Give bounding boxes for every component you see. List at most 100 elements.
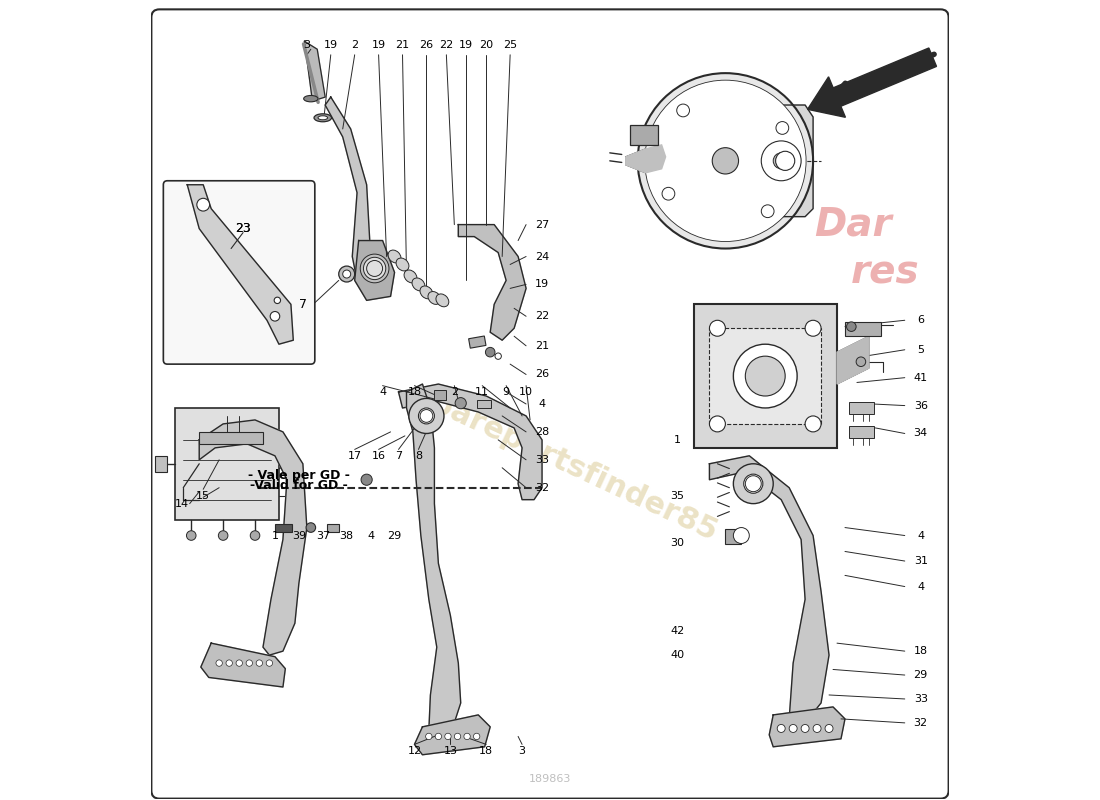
Ellipse shape <box>388 250 401 263</box>
Circle shape <box>805 320 821 336</box>
Polygon shape <box>407 384 461 739</box>
Text: 15: 15 <box>196 490 210 501</box>
Circle shape <box>250 530 260 540</box>
Text: 25: 25 <box>503 40 517 50</box>
Text: 32: 32 <box>535 482 549 493</box>
Polygon shape <box>354 241 395 300</box>
Ellipse shape <box>304 95 318 102</box>
Circle shape <box>366 261 383 277</box>
Circle shape <box>744 474 763 494</box>
Ellipse shape <box>404 270 417 283</box>
Polygon shape <box>398 384 542 500</box>
Text: 31: 31 <box>914 556 927 566</box>
Text: 19: 19 <box>372 40 386 50</box>
Text: 40: 40 <box>671 650 684 660</box>
Text: 4: 4 <box>917 582 924 591</box>
Bar <box>327 523 339 531</box>
Text: - Vale per GD -: - Vale per GD - <box>248 470 350 482</box>
Polygon shape <box>201 643 285 687</box>
Polygon shape <box>769 707 845 746</box>
Text: 4: 4 <box>379 387 386 397</box>
Text: 4: 4 <box>539 399 546 409</box>
Circle shape <box>801 725 810 733</box>
Text: 17: 17 <box>348 451 362 461</box>
Circle shape <box>734 344 798 408</box>
Circle shape <box>361 254 389 283</box>
Text: 6: 6 <box>917 315 924 326</box>
Circle shape <box>825 725 833 733</box>
Circle shape <box>776 122 789 134</box>
Text: 1: 1 <box>272 530 278 541</box>
Circle shape <box>712 148 738 174</box>
Bar <box>849 402 875 414</box>
Text: 34: 34 <box>914 429 927 438</box>
Circle shape <box>495 353 502 359</box>
Circle shape <box>485 347 495 357</box>
Ellipse shape <box>412 278 425 291</box>
Circle shape <box>746 476 761 492</box>
Circle shape <box>274 297 280 303</box>
Text: 10: 10 <box>519 387 534 397</box>
Text: 13: 13 <box>443 746 458 756</box>
Text: res: res <box>850 254 920 291</box>
Circle shape <box>638 73 813 249</box>
Text: 11: 11 <box>475 387 490 397</box>
Bar <box>693 304 837 448</box>
Text: 28: 28 <box>535 427 549 437</box>
Circle shape <box>197 198 210 211</box>
Circle shape <box>773 153 789 169</box>
Text: 32: 32 <box>914 718 927 728</box>
Bar <box>845 322 881 336</box>
Bar <box>155 456 167 472</box>
Polygon shape <box>326 97 371 281</box>
Circle shape <box>847 322 856 331</box>
Bar <box>275 523 293 531</box>
Text: 23: 23 <box>235 222 251 235</box>
Text: A: A <box>782 156 788 166</box>
Ellipse shape <box>343 270 351 278</box>
Circle shape <box>455 398 466 409</box>
Bar <box>725 529 741 543</box>
Text: 41: 41 <box>914 373 927 382</box>
Circle shape <box>805 416 821 432</box>
Ellipse shape <box>339 266 354 282</box>
Text: 33: 33 <box>914 694 927 704</box>
Circle shape <box>746 356 785 396</box>
Ellipse shape <box>318 116 328 120</box>
Circle shape <box>436 734 441 740</box>
Polygon shape <box>305 42 326 101</box>
Bar <box>469 336 486 348</box>
FancyBboxPatch shape <box>163 181 315 364</box>
Bar <box>476 400 491 408</box>
Text: 18: 18 <box>407 387 421 397</box>
Text: 8: 8 <box>415 451 422 461</box>
Circle shape <box>662 187 674 200</box>
Text: 42: 42 <box>670 626 684 636</box>
Text: 33: 33 <box>535 454 549 465</box>
Text: 4: 4 <box>917 530 924 541</box>
Text: 7: 7 <box>299 298 307 311</box>
Circle shape <box>645 80 806 242</box>
Text: 19: 19 <box>535 279 549 290</box>
Text: Dar: Dar <box>814 206 892 244</box>
Text: 23: 23 <box>235 222 251 235</box>
Text: sparepartsfinder85: sparepartsfinder85 <box>409 381 723 547</box>
Text: 18: 18 <box>914 646 927 656</box>
Text: -Valid for GD -: -Valid for GD - <box>250 479 348 492</box>
Text: 2: 2 <box>451 387 458 397</box>
Circle shape <box>426 734 432 740</box>
Circle shape <box>444 734 451 740</box>
Circle shape <box>734 464 773 504</box>
Text: 189863: 189863 <box>529 774 571 784</box>
FancyArrow shape <box>807 48 936 118</box>
Circle shape <box>734 527 749 543</box>
Text: 24: 24 <box>535 251 549 262</box>
Ellipse shape <box>436 294 449 306</box>
Polygon shape <box>837 336 869 384</box>
Circle shape <box>418 408 434 424</box>
Text: 9: 9 <box>503 387 509 397</box>
Circle shape <box>219 530 228 540</box>
Polygon shape <box>459 225 526 340</box>
Ellipse shape <box>420 286 433 299</box>
Bar <box>175 408 279 519</box>
